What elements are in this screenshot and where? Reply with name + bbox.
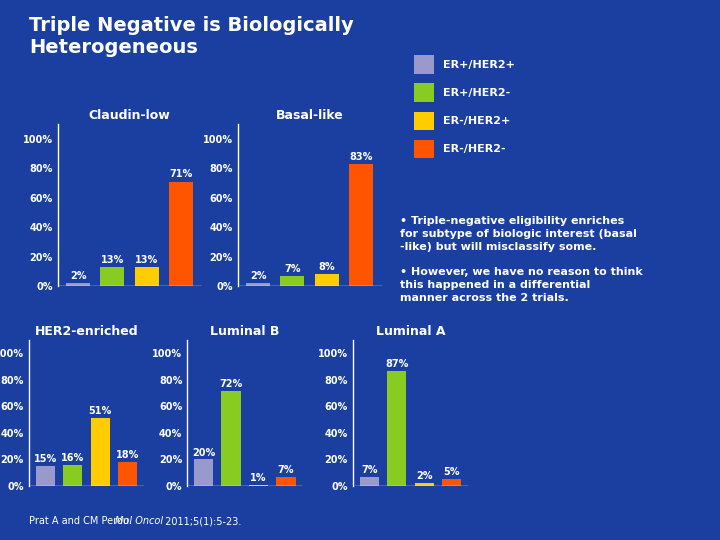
Bar xyxy=(222,390,240,486)
Title: Claudin-low: Claudin-low xyxy=(89,109,171,122)
Text: ER+/HER2-: ER+/HER2- xyxy=(443,88,510,98)
Text: 7%: 7% xyxy=(361,465,377,475)
Text: 20%: 20% xyxy=(192,448,215,457)
Text: ER-/HER2-: ER-/HER2- xyxy=(443,144,505,154)
Bar xyxy=(118,462,137,486)
Text: Triple Negative is Biologically
Heterogeneous: Triple Negative is Biologically Heteroge… xyxy=(29,16,354,57)
Bar xyxy=(36,466,55,486)
Text: 72%: 72% xyxy=(220,379,243,389)
Text: 7%: 7% xyxy=(284,264,301,274)
Bar xyxy=(169,181,193,286)
Bar xyxy=(249,485,268,486)
Bar xyxy=(101,267,125,286)
Bar xyxy=(194,460,213,486)
Bar xyxy=(442,480,461,486)
Text: 5%: 5% xyxy=(444,468,460,477)
Bar xyxy=(91,418,109,486)
Bar xyxy=(246,284,270,286)
Text: 71%: 71% xyxy=(169,170,193,179)
Text: 15%: 15% xyxy=(34,454,57,464)
Bar xyxy=(415,483,433,486)
Text: 7%: 7% xyxy=(278,465,294,475)
Text: • Triple-negative eligibility enriches
for subtype of biologic interest (basal
-: • Triple-negative eligibility enriches f… xyxy=(400,216,642,303)
Text: Prat A and CM Perou.: Prat A and CM Perou. xyxy=(29,516,135,526)
Bar xyxy=(315,274,338,286)
Bar xyxy=(276,477,295,486)
Title: Luminal B: Luminal B xyxy=(210,325,279,338)
Text: 87%: 87% xyxy=(385,359,408,369)
Bar xyxy=(63,465,82,486)
Text: 2011;5(1):5-23.: 2011;5(1):5-23. xyxy=(162,516,241,526)
Bar xyxy=(349,164,373,286)
Text: ER+/HER2+: ER+/HER2+ xyxy=(443,60,515,70)
Text: Mol Oncol: Mol Oncol xyxy=(115,516,163,526)
Title: HER2-enriched: HER2-enriched xyxy=(35,325,138,338)
Text: 2%: 2% xyxy=(250,271,266,281)
Text: 16%: 16% xyxy=(61,453,84,463)
Bar xyxy=(66,284,90,286)
Text: 13%: 13% xyxy=(101,255,124,265)
Text: ER-/HER2+: ER-/HER2+ xyxy=(443,116,510,126)
Bar xyxy=(281,276,305,286)
Bar xyxy=(387,370,406,486)
Bar xyxy=(135,267,158,286)
Bar xyxy=(360,477,379,486)
Text: 1%: 1% xyxy=(251,472,267,483)
Text: 2%: 2% xyxy=(416,471,433,481)
Title: Basal-like: Basal-like xyxy=(276,109,343,122)
Text: 2%: 2% xyxy=(70,271,86,281)
Text: 51%: 51% xyxy=(89,407,112,416)
Text: 83%: 83% xyxy=(349,152,373,162)
Text: 8%: 8% xyxy=(318,262,335,272)
Text: 13%: 13% xyxy=(135,255,158,265)
Title: Luminal A: Luminal A xyxy=(376,325,445,338)
Text: 18%: 18% xyxy=(116,450,139,460)
